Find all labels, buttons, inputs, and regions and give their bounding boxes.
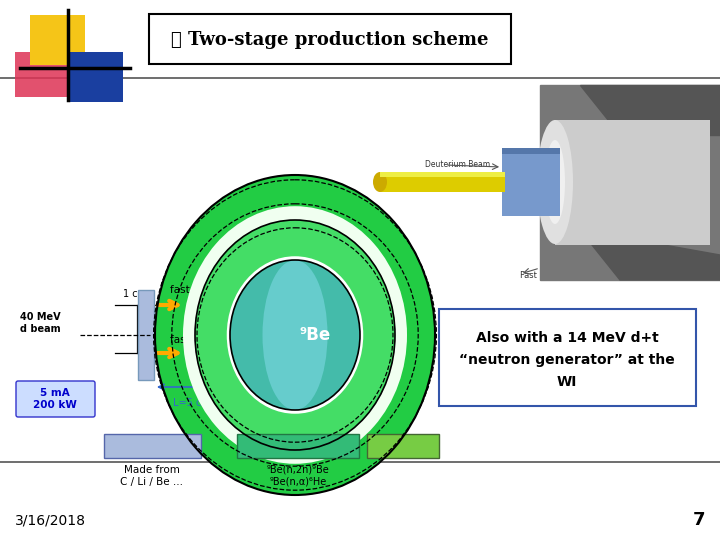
Text: 5 mA
200 kW: 5 mA 200 kW xyxy=(33,388,77,410)
Ellipse shape xyxy=(373,172,387,192)
Ellipse shape xyxy=(227,256,364,414)
Polygon shape xyxy=(580,230,720,280)
Text: Made from
C / Li / Be ...: Made from C / Li / Be ... xyxy=(120,465,184,487)
Text: Deuterium Beam: Deuterium Beam xyxy=(425,160,490,169)
FancyBboxPatch shape xyxy=(439,309,696,406)
Text: Secondary Target: Secondary Target xyxy=(250,441,346,451)
Bar xyxy=(68,52,123,102)
Text: 1 cm: 1 cm xyxy=(123,289,147,299)
Ellipse shape xyxy=(537,120,573,244)
Text: Primary Target: Primary Target xyxy=(588,111,649,120)
Bar xyxy=(30,15,85,65)
Ellipse shape xyxy=(230,260,360,410)
FancyBboxPatch shape xyxy=(16,381,95,417)
Text: L=5 cm: L=5 cm xyxy=(173,398,211,408)
FancyBboxPatch shape xyxy=(104,434,201,458)
FancyBboxPatch shape xyxy=(367,434,439,458)
Text: ⁹Be(n,2n)⁹Be
⁹Be(n,α)⁶He: ⁹Be(n,2n)⁹Be ⁹Be(n,α)⁶He xyxy=(266,465,329,487)
Text: D=5 cm: D=5 cm xyxy=(275,398,315,408)
Ellipse shape xyxy=(183,206,407,464)
Text: 7: 7 xyxy=(693,511,705,529)
Bar xyxy=(502,148,560,154)
Ellipse shape xyxy=(545,140,565,224)
Text: 40 MeV
d beam: 40 MeV d beam xyxy=(20,312,60,334)
Text: Fast Neutrons: Fast Neutrons xyxy=(520,271,578,280)
Text: Also with a 14 MeV d+t
“neutron generator” at the
WI: Also with a 14 MeV d+t “neutron generato… xyxy=(459,332,675,389)
Bar xyxy=(138,290,154,380)
Polygon shape xyxy=(540,85,720,280)
Text: fast n: fast n xyxy=(170,285,199,295)
Text: Primary Target: Primary Target xyxy=(111,441,193,451)
Text: ❖ Two-stage production scheme: ❖ Two-stage production scheme xyxy=(171,31,489,49)
Text: ⁹Be: ⁹Be xyxy=(300,326,330,344)
Ellipse shape xyxy=(155,175,435,495)
FancyBboxPatch shape xyxy=(149,14,511,64)
Bar xyxy=(555,120,710,245)
FancyBboxPatch shape xyxy=(237,434,359,458)
Text: fast n: fast n xyxy=(170,335,199,345)
Bar xyxy=(15,52,70,97)
Text: Secondary Target: Secondary Target xyxy=(590,99,663,108)
Bar xyxy=(380,172,505,192)
Bar xyxy=(380,172,505,177)
Polygon shape xyxy=(580,85,720,135)
Text: 3/16/2018: 3/16/2018 xyxy=(15,513,86,527)
Ellipse shape xyxy=(195,220,395,450)
Text: Reflector: Reflector xyxy=(378,441,428,451)
Text: Reflector: Reflector xyxy=(608,85,646,94)
Ellipse shape xyxy=(263,260,328,410)
Bar xyxy=(502,148,560,216)
